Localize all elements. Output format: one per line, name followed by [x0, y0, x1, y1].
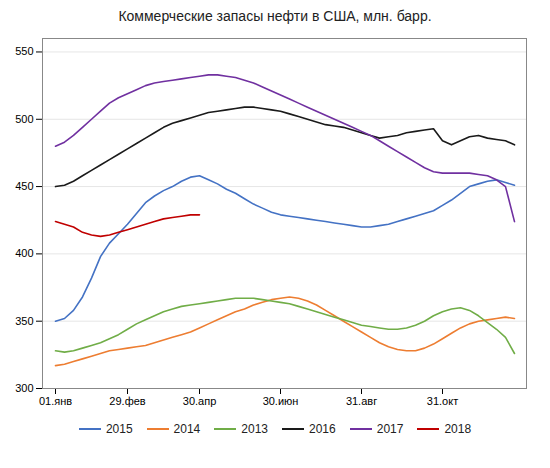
svg-text:450: 450 [15, 180, 33, 192]
svg-text:29.фев: 29.фев [109, 395, 145, 407]
svg-text:31.окт: 31.окт [427, 395, 458, 407]
svg-text:400: 400 [15, 247, 33, 259]
html-text:Коммерческие запасы нефти в СШ: Коммерческие запасы нефти в США, млн. ба… [118, 8, 432, 24]
html-text:2014: 2014 [173, 422, 201, 436]
svg-text:30.июн: 30.июн [263, 395, 299, 407]
html-text:2016: 2016 [309, 422, 336, 436]
html-text:2013: 2013 [241, 422, 268, 436]
svg-text:350: 350 [15, 315, 33, 327]
svg-text:01.янв: 01.янв [39, 395, 72, 407]
svg-text:500: 500 [15, 113, 33, 125]
svg-text:550: 550 [15, 45, 33, 57]
svg-text:30.апр: 30.апр [183, 395, 216, 407]
html-text:2018: 2018 [444, 422, 472, 436]
html-text:2015: 2015 [105, 422, 133, 436]
html-text:2017: 2017 [376, 422, 404, 436]
svg-text:300: 300 [15, 382, 33, 394]
svg-text:31.авг: 31.авг [346, 395, 377, 407]
